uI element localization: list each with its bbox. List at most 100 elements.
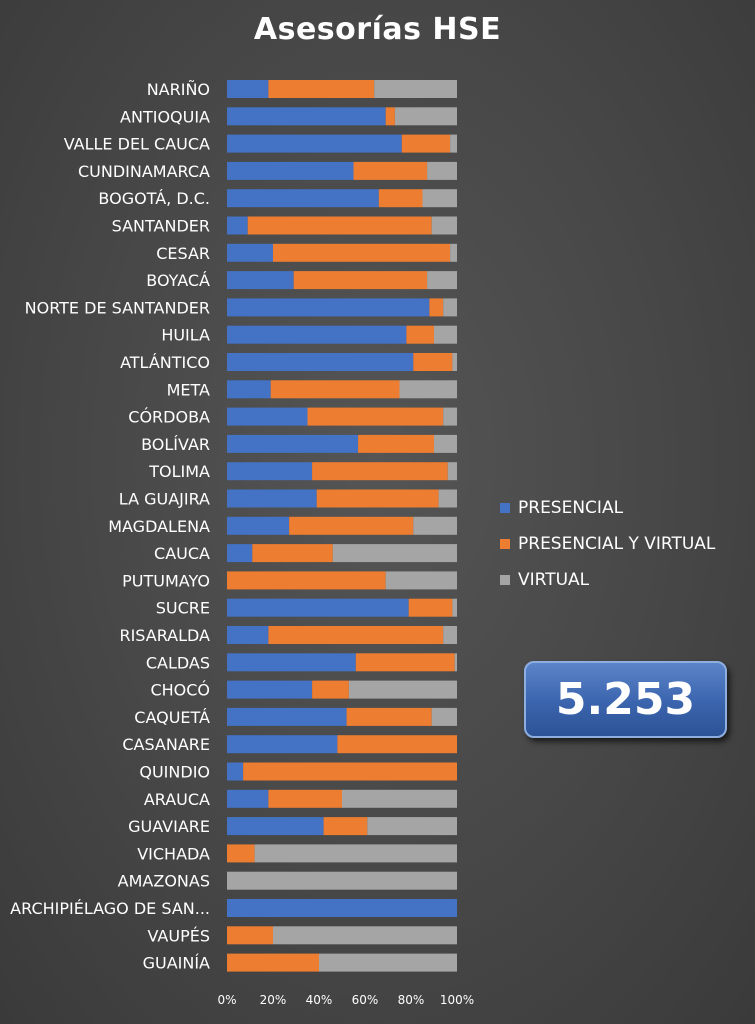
category-label: BOYACÁ (146, 271, 210, 290)
x-tick-label: 60% (352, 993, 379, 1007)
category-label: CHOCÓ (150, 681, 210, 700)
category-label: NORTE DE SANTANDER (25, 298, 210, 317)
bar-cauca-presencial-y-virtual (252, 544, 333, 563)
legend-label: PRESENCIAL (518, 498, 624, 518)
category-label: MAGDALENA (108, 517, 210, 536)
bar-la-guajira-presencial-y-virtual (316, 489, 439, 508)
category-label: VAUPÉS (148, 926, 211, 945)
bar-cauca-presencial (227, 544, 253, 563)
category-label: CASANARE (122, 735, 210, 754)
bar-vaupes-presencial-y-virtual (227, 926, 273, 945)
bar-casanare-presencial (227, 735, 338, 754)
bar-caldas-presencial-y-virtual (355, 653, 455, 672)
category-label: CÓRDOBA (128, 408, 210, 427)
category-label: ANTIOQUIA (120, 107, 210, 126)
bar-valle-del-cauca-presencial (227, 134, 402, 153)
bar-arauca-virtual (342, 789, 457, 808)
bar-meta-presencial-y-virtual (270, 380, 400, 399)
total-count-badge: 5.253 (524, 661, 727, 738)
bar-tolima-presencial-y-virtual (312, 462, 448, 481)
category-label: BOGOTÁ, D.C. (98, 189, 210, 208)
category-label: GUAINÍA (143, 954, 210, 973)
bar-putumayo-virtual (385, 571, 457, 590)
category-label: CAQUETÁ (134, 708, 210, 727)
category-label: VALLE DEL CAUCA (64, 135, 210, 154)
category-label: CESAR (156, 244, 210, 263)
bar-narino-presencial-y-virtual (268, 80, 375, 98)
bar-meta-presencial (227, 380, 271, 399)
bar-bogota-d-c-virtual (422, 189, 457, 208)
x-tick-label: 80% (398, 993, 425, 1007)
category-label: CAUCA (154, 544, 210, 563)
bar-bolivar-presencial-y-virtual (358, 434, 434, 453)
bar-cordoba-presencial (227, 407, 308, 426)
bar-magdalena-presencial (227, 516, 290, 535)
category-label: VICHADA (137, 844, 210, 863)
bar-vichada-virtual (254, 844, 457, 863)
bar-guaviare-presencial-y-virtual (323, 817, 368, 836)
bar-bogota-d-c-presencial (227, 189, 379, 208)
bar-santander-presencial-y-virtual (247, 216, 432, 235)
bar-magdalena-presencial-y-virtual (289, 516, 414, 535)
category-label: GUAVIARE (128, 817, 210, 836)
bar-bolivar-presencial (227, 434, 359, 453)
bar-antioquia-presencial-y-virtual (385, 107, 395, 126)
x-tick-label: 40% (306, 993, 333, 1007)
bar-narino-virtual (374, 80, 457, 98)
category-label: QUINDIO (139, 763, 210, 782)
bar-choco-presencial-y-virtual (312, 680, 349, 699)
bar-quindio-presencial (227, 762, 244, 781)
bar-amazonas-virtual (227, 871, 457, 890)
bar-risaralda-virtual (443, 626, 457, 644)
bar-guainia-presencial-y-virtual (227, 953, 319, 972)
bar-la-guajira-presencial (227, 489, 317, 508)
bar-antioquia-presencial (227, 107, 386, 126)
bar-caqueta-presencial-y-virtual (346, 707, 432, 726)
category-label: BOLÍVAR (141, 435, 210, 454)
bar-narino-presencial (227, 80, 269, 98)
bar-arauca-presencial-y-virtual (268, 789, 342, 808)
bar-guaviare-presencial (227, 817, 324, 836)
bar-la-guajira-virtual (438, 489, 457, 508)
bar-caqueta-presencial (227, 707, 347, 726)
bar-guaviare-virtual (367, 817, 457, 836)
bar-risaralda-presencial-y-virtual (268, 626, 444, 644)
category-label: SANTANDER (112, 217, 210, 236)
bar-norte-de-santander-presencial (227, 298, 430, 317)
x-tick-label: 20% (260, 993, 287, 1007)
legend-label: VIRTUAL (518, 570, 590, 590)
bar-arauca-presencial (227, 789, 269, 808)
category-label: TOLIMA (148, 462, 210, 481)
category-labels: NARIÑO ANTIOQUIA VALLE DEL CAUCA CUNDINAMAR… (10, 80, 210, 973)
bar-vichada-presencial-y-virtual (227, 844, 255, 863)
bar-putumayo-presencial-y-virtual (227, 571, 386, 590)
category-label: RISARALDA (119, 626, 210, 645)
bar-caldas-virtual (454, 653, 457, 672)
chart-title: Asesorías HSE (253, 12, 502, 47)
bar-bolivar-virtual (434, 434, 457, 453)
bar-cordoba-presencial-y-virtual (307, 407, 444, 426)
bar-antioquia-virtual (394, 107, 457, 126)
category-label: ATLÁNTICO (120, 353, 210, 372)
bar-tolima-virtual (447, 462, 457, 481)
category-label: CUNDINAMARCA (78, 162, 210, 181)
bar-boyaca-presencial (227, 271, 294, 290)
bar-quindio-presencial-y-virtual (243, 762, 457, 781)
legend-swatch-virtual (500, 575, 510, 585)
bar-risaralda-presencial (227, 626, 269, 644)
bar-vaupes-virtual (273, 926, 457, 945)
bar-cesar-presencial (227, 243, 273, 262)
bar-atlantico-virtual (452, 353, 457, 371)
category-label: LA GUAJIRA (119, 490, 210, 509)
bar-tolima-presencial (227, 462, 313, 481)
category-label: HUILA (161, 326, 210, 345)
category-label: AMAZONAS (118, 872, 210, 891)
x-axis-ticks: 0% 20% 40% 60% 80% 100% (217, 993, 474, 1007)
category-label: CALDAS (146, 653, 210, 672)
bar-meta-virtual (399, 380, 457, 399)
bar-santander-presencial (227, 216, 248, 235)
x-tick-label: 100% (440, 993, 474, 1007)
legend-swatch-presencial-y-virtual (500, 539, 510, 549)
bar-cesar-virtual (450, 243, 457, 262)
bar-cordoba-virtual (443, 407, 457, 426)
